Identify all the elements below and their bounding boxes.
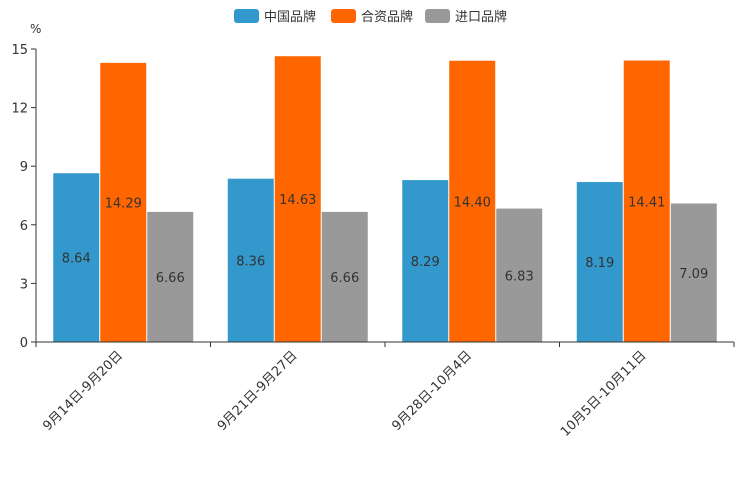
y-tick-label: 6 — [20, 219, 28, 234]
legend: 中国品牌 合资品牌 进口品牌 — [234, 9, 507, 25]
bar-2-3[interactable] — [449, 60, 496, 342]
value-label-2-2: 14.63 — [279, 193, 316, 208]
y-axis: 0 3 6 9 12 15 — [11, 43, 37, 351]
bar-1-3[interactable] — [402, 180, 449, 342]
value-label-3-3: 6.83 — [505, 269, 534, 284]
x-tick-label: 10月5日-10月11日 — [558, 348, 650, 440]
bar-1-1[interactable] — [53, 173, 100, 342]
bar-3-3[interactable] — [496, 208, 543, 342]
bar-1-4[interactable] — [576, 182, 623, 342]
x-tick-label: 9月21日-9月27日 — [215, 348, 301, 434]
bar-2-2[interactable] — [274, 56, 321, 343]
y-axis-unit-label: % — [30, 22, 41, 36]
legend-swatch-3[interactable] — [425, 9, 450, 23]
legend-label-2[interactable]: 合资品牌 — [361, 9, 413, 25]
y-tick-label: 3 — [20, 277, 28, 292]
y-tick-label: 15 — [11, 43, 28, 58]
bar-3-1[interactable] — [147, 211, 194, 342]
legend-label-3[interactable]: 进口品牌 — [455, 9, 507, 25]
bars — [53, 56, 717, 343]
value-label-3-2: 6.66 — [330, 271, 359, 286]
y-tick-label: 12 — [11, 102, 28, 117]
bar-3-4[interactable] — [670, 203, 717, 342]
value-label-2-3: 14.40 — [454, 195, 491, 210]
value-label-1-1: 8.64 — [62, 252, 91, 267]
legend-swatch-2[interactable] — [331, 9, 356, 23]
value-label-3-1: 6.66 — [156, 271, 185, 286]
value-label-1-3: 8.29 — [411, 255, 440, 270]
value-label-1-2: 8.36 — [236, 254, 265, 269]
value-label-1-4: 8.19 — [585, 256, 614, 271]
x-tick-label: 9月28日-10月4日 — [389, 348, 475, 434]
value-label-2-1: 14.29 — [105, 196, 142, 211]
x-tick-label: 9月14日-9月20日 — [40, 348, 126, 434]
bar-3-2[interactable] — [321, 211, 368, 342]
value-label-3-4: 7.09 — [679, 267, 708, 282]
value-label-2-4: 14.41 — [628, 195, 665, 210]
value-labels: 8.64 14.29 6.66 8.36 14.63 6.66 8.29 14.40 6.83 8… — [62, 193, 708, 286]
y-tick-label: 0 — [20, 336, 28, 351]
x-axis: 9月14日-9月20日 9月21日-9月27日 9月28日-10月4日 10月5日-1… — [35, 341, 735, 440]
bar-2-4[interactable] — [623, 60, 670, 343]
y-tick-label: 9 — [20, 160, 28, 175]
bar-1-2[interactable] — [227, 178, 274, 342]
legend-label-1[interactable]: 中国品牌 — [264, 9, 316, 25]
bar-2-1[interactable] — [100, 62, 147, 343]
legend-swatch-1[interactable] — [234, 9, 259, 23]
